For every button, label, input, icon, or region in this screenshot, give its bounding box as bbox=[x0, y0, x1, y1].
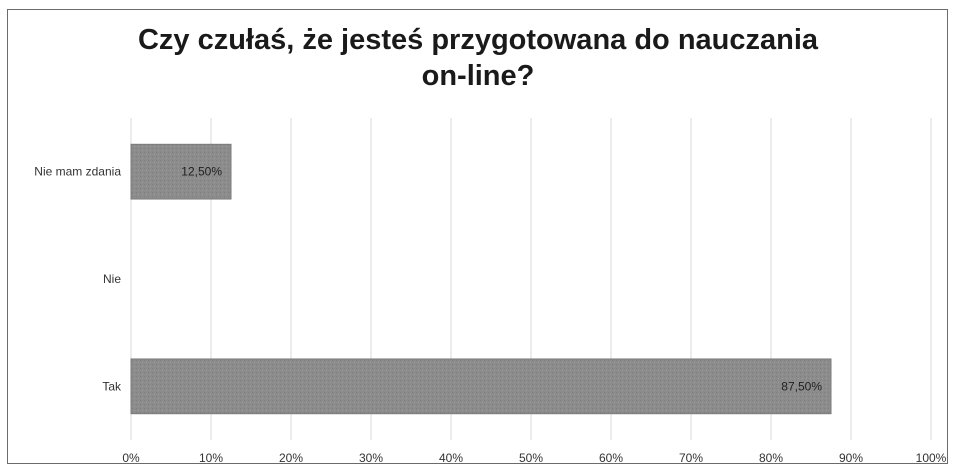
x-tick-label: 90% bbox=[839, 451, 863, 465]
category-label: Nie mam zdania bbox=[34, 165, 121, 179]
x-tick-label: 70% bbox=[679, 451, 703, 465]
chart-title-line-2: on-line? bbox=[421, 60, 535, 92]
x-tick-label: 80% bbox=[759, 451, 783, 465]
x-tick-label: 40% bbox=[439, 451, 463, 465]
x-tick-label: 60% bbox=[599, 451, 623, 465]
data-label: 87,50% bbox=[781, 379, 822, 393]
x-tick-label: 100% bbox=[916, 451, 947, 465]
category-label: Tak bbox=[102, 379, 122, 393]
chart-title-line-1: Czy czułaś, że jesteś przygotowana do na… bbox=[137, 24, 819, 56]
x-tick-label: 50% bbox=[519, 451, 543, 465]
x-tick-label: 20% bbox=[279, 451, 303, 465]
category-labels: Nie mam zdania Nie Tak bbox=[34, 165, 122, 394]
x-tick-label: 0% bbox=[122, 451, 140, 465]
bars bbox=[130, 143, 832, 415]
data-label: 12,50% bbox=[181, 165, 222, 179]
category-label: Nie bbox=[103, 272, 121, 286]
chart-title: Czy czułaś, że jesteś przygotowana do na… bbox=[0, 22, 956, 94]
bar bbox=[130, 143, 232, 200]
x-tick-label: 10% bbox=[199, 451, 223, 465]
bar bbox=[130, 358, 832, 415]
data-labels: 12,50% 87,50% bbox=[181, 165, 822, 394]
x-tick-label: 30% bbox=[359, 451, 383, 465]
x-tick-labels: 0% 10% 20% 30% 40% 50% 60% 70% 80% 90% 100% bbox=[122, 451, 946, 465]
